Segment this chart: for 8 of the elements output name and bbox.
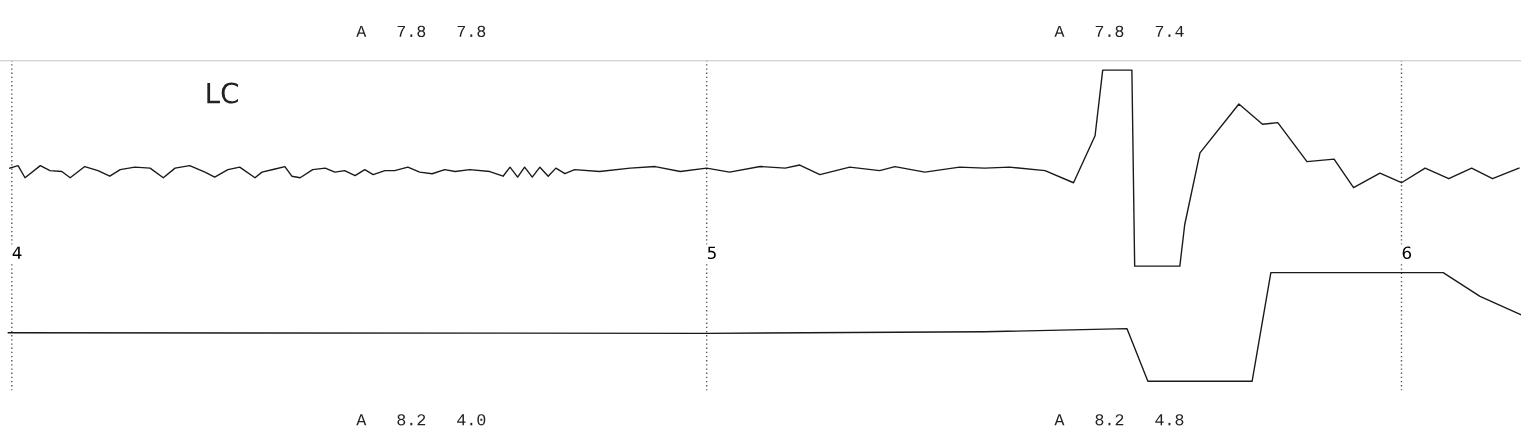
text: A 7.8 7.8 [356, 25, 486, 38]
text: A 8.2 4.0 [356, 414, 486, 426]
text: A 8.2 4.8 [1054, 414, 1184, 426]
x-tick-label: 6 [1402, 246, 1412, 260]
x-tick-label: 4 [12, 246, 22, 259]
annotation: LC [207, 82, 238, 104]
text: A 7.8 7.4 [1054, 25, 1184, 38]
x-tick-label: 5 [707, 246, 716, 260]
